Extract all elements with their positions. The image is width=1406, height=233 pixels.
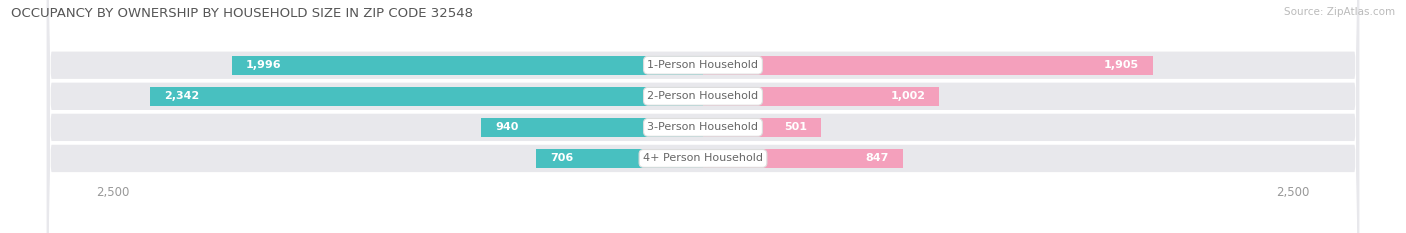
Bar xyxy=(703,87,939,106)
FancyBboxPatch shape xyxy=(46,0,1360,233)
Bar xyxy=(703,56,1153,75)
Bar xyxy=(481,118,703,137)
Text: 1-Person Household: 1-Person Household xyxy=(648,60,758,70)
Text: 1,002: 1,002 xyxy=(890,91,925,101)
Text: 2,342: 2,342 xyxy=(165,91,200,101)
Text: 4+ Person Household: 4+ Person Household xyxy=(643,154,763,163)
Text: 501: 501 xyxy=(785,122,807,132)
Text: 1,905: 1,905 xyxy=(1104,60,1139,70)
Bar xyxy=(703,149,903,168)
Text: 940: 940 xyxy=(495,122,519,132)
Text: 847: 847 xyxy=(865,154,889,163)
Bar xyxy=(703,118,821,137)
FancyBboxPatch shape xyxy=(46,0,1360,233)
Text: 1,996: 1,996 xyxy=(246,60,281,70)
FancyBboxPatch shape xyxy=(46,0,1360,233)
Bar xyxy=(150,87,703,106)
Text: 3-Person Household: 3-Person Household xyxy=(648,122,758,132)
Text: OCCUPANCY BY OWNERSHIP BY HOUSEHOLD SIZE IN ZIP CODE 32548: OCCUPANCY BY OWNERSHIP BY HOUSEHOLD SIZE… xyxy=(11,7,474,20)
Bar xyxy=(232,56,703,75)
Text: Source: ZipAtlas.com: Source: ZipAtlas.com xyxy=(1284,7,1395,17)
FancyBboxPatch shape xyxy=(46,0,1360,233)
Text: 2-Person Household: 2-Person Household xyxy=(647,91,759,101)
Bar xyxy=(536,149,703,168)
Text: 706: 706 xyxy=(551,154,574,163)
